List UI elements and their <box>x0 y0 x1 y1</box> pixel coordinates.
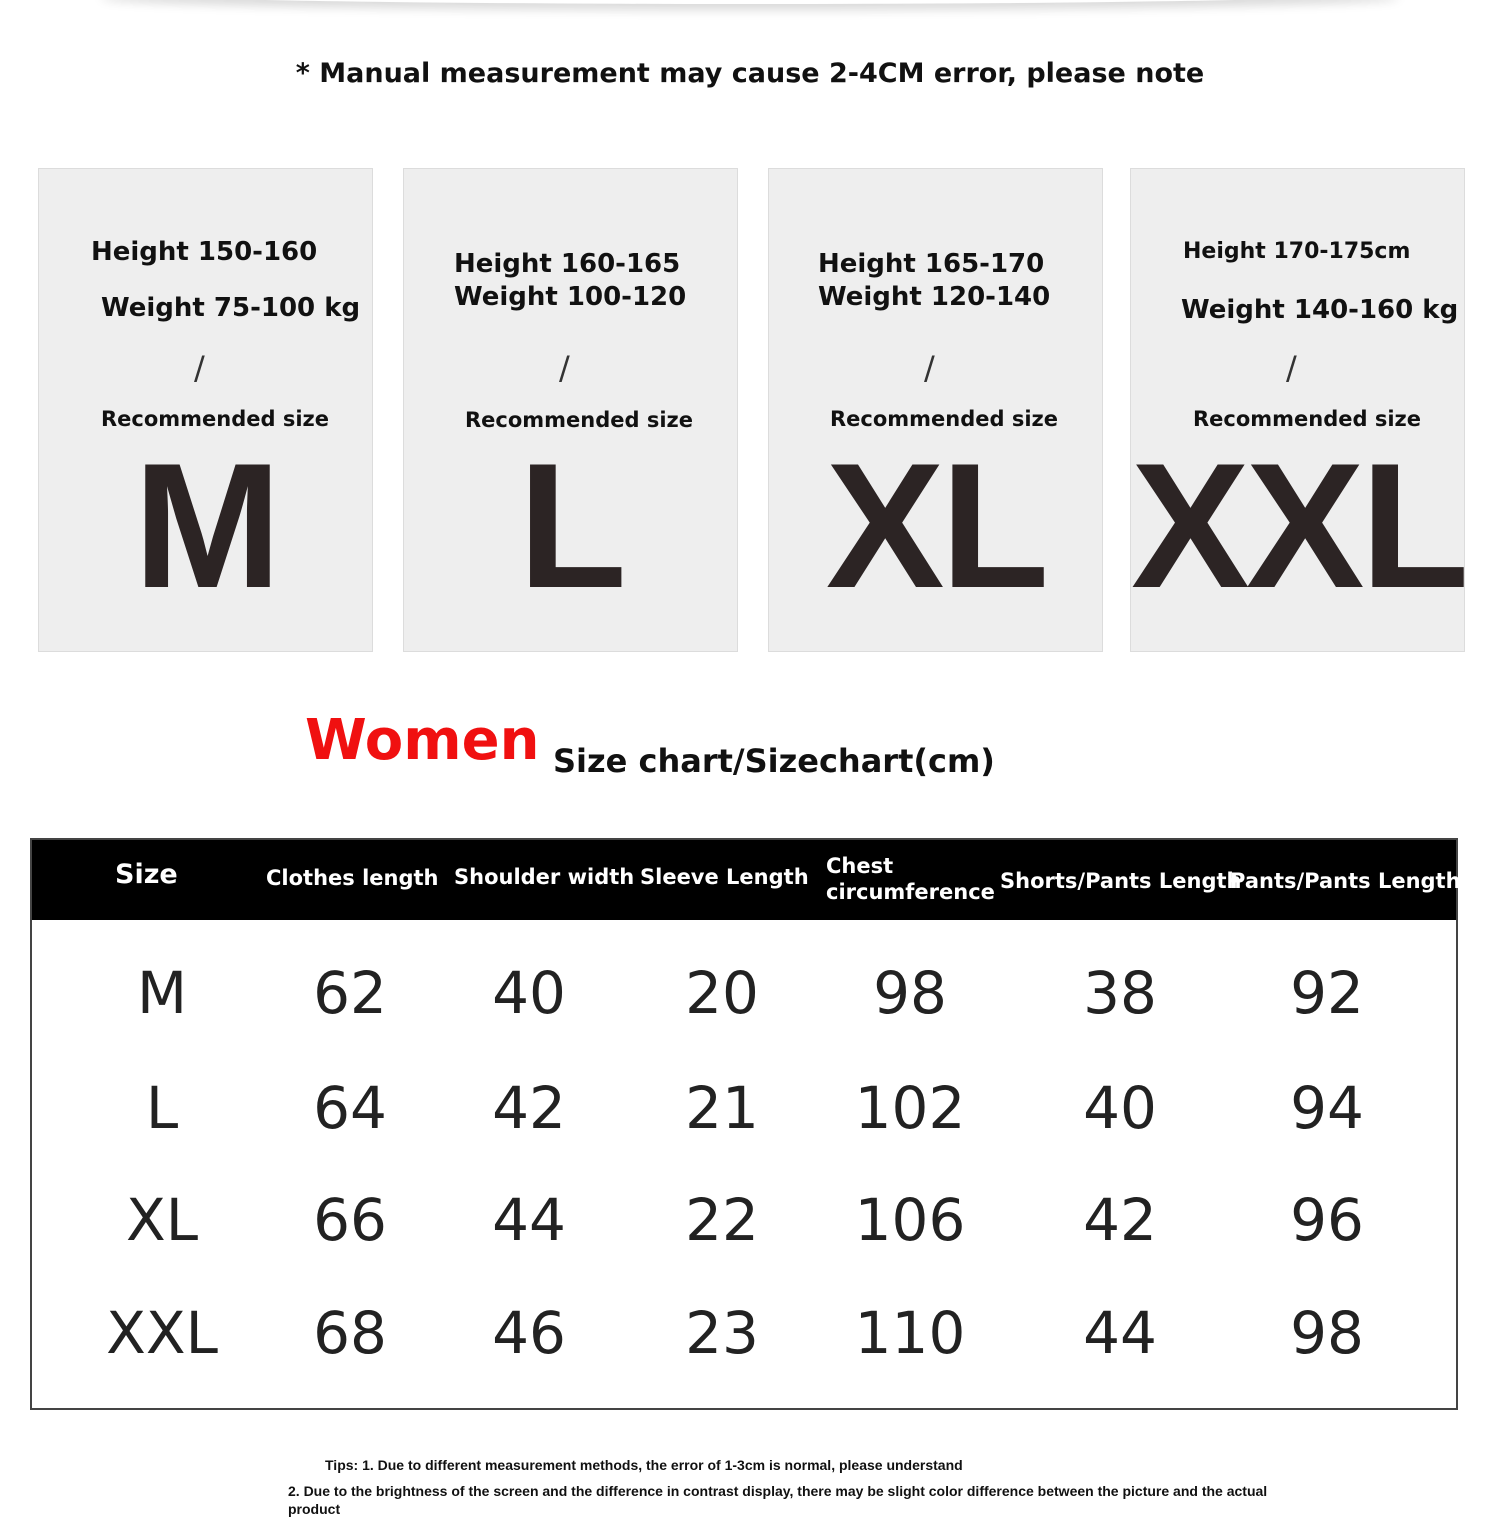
header-pants-length: Pants/Pants Length <box>1230 869 1461 893</box>
size-cell: XL <box>125 1186 199 1254</box>
card-recommended: Recommended size <box>830 407 1059 431</box>
header-sleeve-length: Sleeve Length <box>640 865 809 889</box>
table-cell: 66 <box>313 1186 387 1254</box>
table-cell: 23 <box>685 1299 759 1367</box>
card-height: Height 170-175cm <box>1183 239 1411 264</box>
size-cell: L <box>145 1074 179 1142</box>
card-slash: / <box>194 349 205 387</box>
card-weight: Weight 75-100 kg <box>101 293 361 323</box>
table-cell: 106 <box>854 1186 966 1254</box>
table-cell: 96 <box>1290 1186 1364 1254</box>
table-cell: 20 <box>685 959 759 1027</box>
table-cell: 102 <box>854 1074 966 1142</box>
card-size: M <box>133 426 281 625</box>
table-cell: 92 <box>1290 959 1364 1027</box>
table-cell: 68 <box>313 1299 387 1367</box>
card-slash: / <box>559 349 570 387</box>
tip-1: Tips: 1. Due to different measurement me… <box>325 1457 963 1473</box>
top-shadow <box>100 0 1400 4</box>
card-size: XXL <box>1131 426 1469 625</box>
table-cell: 46 <box>492 1299 566 1367</box>
table-cell: 62 <box>313 959 387 1027</box>
card-size: XL <box>825 426 1049 625</box>
table-cell: 44 <box>492 1186 566 1254</box>
table-cell: 21 <box>685 1074 759 1142</box>
section-title: Women <box>305 708 540 773</box>
table-cell: 40 <box>492 959 566 1027</box>
section-subtitle: Size chart/Sizechart(cm) <box>553 742 995 780</box>
size-cell: XXL <box>106 1299 218 1367</box>
table-cell: 110 <box>854 1299 966 1367</box>
card-height: Height 150-160 <box>91 237 318 267</box>
size-card-m: Height 150-160 Weight 75-100 kg / Recomm… <box>38 168 373 652</box>
card-weight: Weight 120-140 <box>818 282 1051 312</box>
table-cell: 98 <box>873 959 947 1027</box>
table-cell: 40 <box>1083 1074 1157 1142</box>
card-weight: Weight 100-120 <box>454 282 687 312</box>
card-height: Height 165-170 <box>818 249 1045 279</box>
card-recommended: Recommended size <box>101 407 330 431</box>
table-cell: 98 <box>1290 1299 1364 1367</box>
header-shorts-length: Shorts/Pants Length <box>1000 869 1242 893</box>
size-cell: M <box>136 959 188 1027</box>
header-shoulder-width: Shoulder width <box>454 865 635 889</box>
header-clothes-length: Clothes length <box>266 866 439 890</box>
card-recommended: Recommended size <box>1193 407 1422 431</box>
table-cell: 22 <box>685 1186 759 1254</box>
card-size: L <box>518 426 627 625</box>
size-table: Size Clothes length Shoulder width Sleev… <box>30 838 1461 1410</box>
header-chest: Chest circumference <box>826 854 995 904</box>
table-cell: 94 <box>1290 1074 1364 1142</box>
table-cell: 38 <box>1083 959 1157 1027</box>
card-slash: / <box>924 349 935 387</box>
card-height: Height 160-165 <box>454 249 681 279</box>
table-cell: 44 <box>1083 1299 1157 1367</box>
measurement-note: * Manual measurement may cause 2-4CM err… <box>295 58 1205 89</box>
size-card-l: Height 160-165 Weight 100-120 / Recommen… <box>403 168 738 652</box>
card-slash: / <box>1286 349 1297 387</box>
table-cell: 64 <box>313 1074 387 1142</box>
table-header: Size Clothes length Shoulder width Sleev… <box>32 840 1461 920</box>
header-size: Size <box>115 859 178 890</box>
card-weight: Weight 140-160 kg <box>1181 295 1459 325</box>
table-cell: 42 <box>492 1074 566 1142</box>
size-card-xxl: Height 170-175cm Weight 140-160 kg / Rec… <box>1130 168 1469 652</box>
card-recommended: Recommended size <box>465 408 694 432</box>
size-card-xl: Height 165-170 Weight 120-140 / Recommen… <box>768 168 1103 652</box>
tip-2: 2. Due to the brightness of the screen a… <box>288 1483 1268 1517</box>
table-cell: 42 <box>1083 1186 1157 1254</box>
